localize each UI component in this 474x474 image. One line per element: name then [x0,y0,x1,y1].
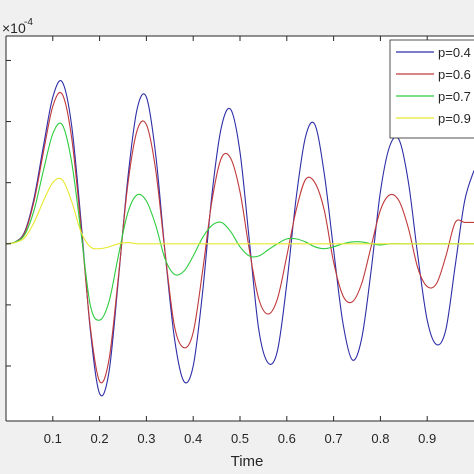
legend-box [389,39,474,139]
x-tick-label: 0.7 [325,431,343,446]
y-exponent-label: ×10 -4 [2,17,33,36]
legend-label: p=0.4 [438,45,471,60]
y-exponent-power: -4 [24,17,33,28]
legend-label: p=0.6 [438,67,471,82]
x-axis-label: Time [231,453,264,470]
legend: p=0.4 p=0.6 p=0.7 p=0.9 [389,39,474,139]
y-exponent-base: ×10 [2,20,26,36]
legend-label: p=0.7 [438,89,471,104]
x-tick-label: 0.2 [91,431,109,446]
x-tick-label: 0.9 [418,431,436,446]
x-tick-label: 0.6 [278,431,296,446]
series-line-4 [5,177,474,250]
ticks-layer: 0.1 0.2 0.3 0.4 0.5 0.6 0.7 0.8 0.9 [6,36,436,446]
x-tick-label: 0.5 [231,431,249,446]
x-tick-label: 0.4 [184,431,202,446]
x-tick-label: 0.1 [44,431,62,446]
x-tick-label: 0.3 [137,431,155,446]
legend-label: p=0.9 [438,111,471,126]
x-tick-label: 0.8 [371,431,389,446]
